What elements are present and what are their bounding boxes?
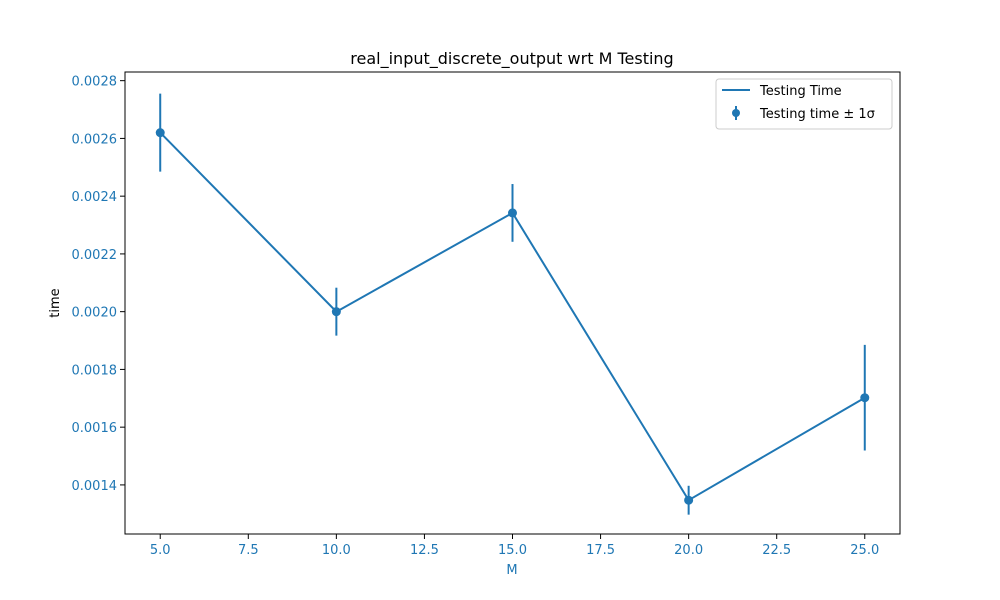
y-tick-label: 0.0018	[72, 363, 118, 378]
legend-label-errorbar: Testing time ± 1σ	[759, 107, 875, 122]
data-point-marker	[331, 307, 341, 317]
legend-frame	[715, 78, 893, 130]
x-tick-label: 22.5	[762, 543, 791, 558]
data-point-marker	[508, 208, 517, 218]
chart-title: real_input_discrete_output wrt M Testing	[350, 49, 673, 69]
x-axis-ticks: 5.0 7.5 10.0 12.5 15.0 17.5 20.0 22.5 25.0	[150, 534, 879, 558]
x-axis-label: M	[506, 563, 517, 578]
y-axis-label: time	[48, 288, 63, 317]
y-tick-label: 0.0028	[72, 75, 118, 90]
series-layer	[155, 93, 870, 515]
y-tick-label: 0.0020	[72, 306, 118, 321]
y-tick-label: 0.0026	[72, 132, 118, 147]
y-tick-label: 0.0024	[72, 190, 118, 205]
data-point-marker	[860, 393, 870, 403]
x-tick-label: 10.0	[322, 543, 351, 558]
x-tick-label: 5.0	[150, 543, 171, 558]
y-tick-label: 0.0014	[72, 479, 118, 494]
y-axis-ticks: 0.0014 0.0016 0.0018 0.0020 0.0022 0.0024 0.00…	[72, 75, 125, 494]
x-tick-label: 20.0	[674, 543, 703, 558]
x-tick-label: 12.5	[410, 543, 439, 558]
x-tick-label: 7.5	[238, 543, 259, 558]
legend-errorbar-swatch-marker	[732, 109, 740, 117]
y-tick-label: 0.0016	[72, 421, 118, 436]
legend-label-line: Testing Time	[759, 84, 842, 99]
x-tick-label: 15.0	[498, 543, 527, 558]
legend: Testing Time Testing time ± 1σ	[715, 78, 893, 130]
data-point-marker	[684, 495, 694, 505]
x-tick-label: 25.0	[850, 543, 879, 558]
x-tick-label: 17.5	[586, 543, 615, 558]
y-tick-label: 0.0022	[72, 248, 118, 263]
data-point-marker	[155, 128, 165, 138]
